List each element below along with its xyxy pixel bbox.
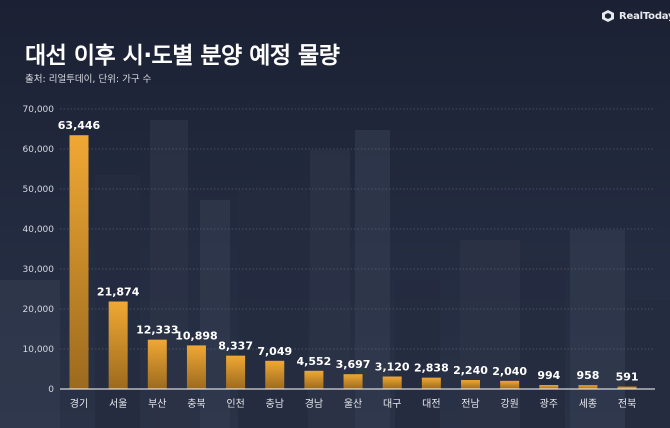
bar-부산 bbox=[147, 339, 167, 389]
x-tick-label: 인천 bbox=[226, 398, 244, 410]
data-label: 2,240 bbox=[453, 364, 488, 377]
x-tick-label: 충남 bbox=[266, 398, 284, 410]
bar-세종 bbox=[578, 385, 598, 389]
data-label: 2,838 bbox=[414, 362, 449, 375]
bar-서울 bbox=[108, 301, 128, 389]
y-tick-label: 40,000 bbox=[23, 225, 55, 235]
x-tick-label: 경남 bbox=[305, 397, 323, 410]
data-label: 3,120 bbox=[375, 361, 410, 374]
brand-logo: RealToday bbox=[601, 8, 670, 24]
y-axis-ticks: 0 10,000 20,000 30,000 40,000 50,000 60,000 70,… bbox=[23, 105, 55, 395]
x-tick-label: 대전 bbox=[422, 398, 440, 410]
data-label: 12,333 bbox=[136, 324, 178, 337]
x-tick-label: 광주 bbox=[540, 398, 558, 410]
data-label: 994 bbox=[537, 369, 560, 382]
data-label: 4,552 bbox=[297, 355, 332, 368]
x-tick-label: 울산 bbox=[344, 398, 362, 410]
y-tick-label: 20,000 bbox=[23, 305, 55, 315]
data-label: 10,898 bbox=[175, 329, 217, 342]
y-tick-label: 10,000 bbox=[23, 345, 55, 355]
data-label: 591 bbox=[616, 371, 639, 384]
y-tick-label: 60,000 bbox=[23, 145, 55, 155]
bar-광주 bbox=[539, 385, 559, 389]
bar-충남 bbox=[265, 360, 285, 389]
bar-대전 bbox=[421, 377, 441, 389]
bar-경기 bbox=[69, 135, 89, 389]
x-tick-label: 전남 bbox=[461, 398, 479, 410]
data-label: 21,874 bbox=[97, 286, 140, 299]
bars bbox=[69, 135, 637, 389]
bar-강원 bbox=[500, 380, 520, 389]
data-label: 2,040 bbox=[492, 365, 527, 378]
y-tick-label: 50,000 bbox=[23, 185, 55, 195]
x-tick-label: 전북 bbox=[618, 398, 636, 410]
bar-경남 bbox=[304, 370, 324, 389]
data-label: 8,337 bbox=[218, 340, 253, 353]
x-tick-label: 부산 bbox=[148, 398, 166, 410]
realtoday-logo-icon bbox=[602, 10, 614, 22]
brand-name: RealToday bbox=[619, 10, 670, 22]
bar-인천 bbox=[226, 355, 246, 389]
x-tick-label: 경기 bbox=[70, 397, 88, 410]
x-axis-ticks: 경기 서울 부산 충북 인천 충남 경남 울산 대구 대전 전남 강원 광주 세종 전북 bbox=[70, 397, 637, 410]
y-tick-label: 0 bbox=[48, 385, 54, 395]
x-tick-label: 서울 bbox=[109, 398, 127, 410]
x-tick-label: 세종 bbox=[579, 398, 597, 410]
chart-source-note: 출처: 리얼투데이, 단위: 가구 수 bbox=[25, 74, 152, 85]
gridlines bbox=[60, 108, 655, 350]
bar-대구 bbox=[382, 376, 402, 389]
data-label: 63,446 bbox=[58, 119, 101, 132]
y-tick-label: 30,000 bbox=[23, 265, 55, 275]
x-tick-label: 충북 bbox=[187, 398, 205, 410]
data-label: 3,697 bbox=[336, 358, 371, 371]
bar-전북 bbox=[617, 386, 637, 389]
bar-울산 bbox=[343, 374, 363, 389]
bar-충북 bbox=[186, 345, 206, 389]
data-label: 7,049 bbox=[257, 345, 292, 358]
x-tick-label: 대구 bbox=[383, 398, 401, 410]
x-tick-label: 강원 bbox=[500, 398, 518, 410]
data-label: 958 bbox=[576, 369, 599, 382]
y-tick-label: 70,000 bbox=[23, 105, 55, 115]
chart-title: 대선 이후 시·도별 분양 예정 물량 bbox=[25, 43, 340, 69]
bar-전남 bbox=[461, 380, 480, 389]
